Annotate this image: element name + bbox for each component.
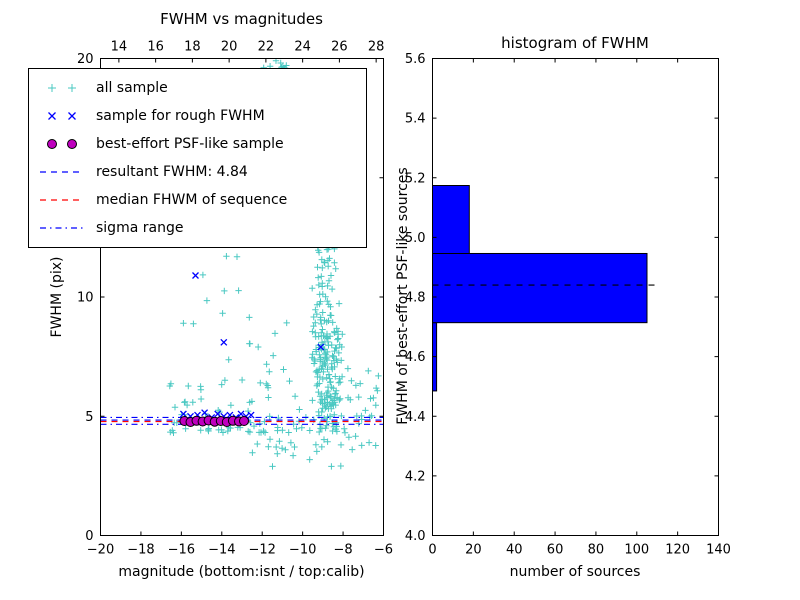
legend-item-sample-for-rough-fwhm: sample for rough FWHM: [37, 104, 358, 128]
left-top-xtick-label: 28: [368, 40, 385, 55]
circle-marker-icon: [47, 139, 77, 149]
right-ytick-label: 5.4: [405, 112, 426, 127]
left-ytick-label: 10: [77, 291, 94, 306]
left-plot-title: FWHM vs magnitudes: [160, 10, 323, 28]
plus-glyph: [68, 84, 76, 92]
right-xtick-label: 20: [465, 543, 482, 558]
left-plot-xlabel: magnitude (bottom:isnt / top:calib): [118, 564, 365, 580]
left-xtick-label: −12: [248, 543, 275, 558]
right-ytick-label: 4.0: [405, 529, 426, 544]
left-xtick-label: −20: [87, 543, 114, 558]
left-xtick-label: −18: [127, 543, 154, 558]
right-xtick-label: 140: [706, 543, 731, 558]
plus-glyph: [48, 84, 56, 92]
left-top-xtick-label: 20: [221, 40, 238, 55]
left-xtick-label: −6: [374, 543, 393, 558]
left-top-xtick-label: 18: [184, 40, 201, 55]
right-plot-title: histogram of FWHM: [501, 34, 649, 52]
right-xtick-label: 60: [547, 543, 564, 558]
legend-label: resultant FWHM: 4.84: [96, 164, 248, 180]
left-top-xtick-label: 26: [331, 40, 348, 55]
right-xtick-label: 40: [506, 543, 523, 558]
left-ytick-label: 0: [85, 529, 93, 544]
right-ytick-label: 4.2: [405, 469, 426, 484]
dashed-line-icon: [40, 199, 84, 201]
legend-item-resultant-fwhm-4-84: resultant FWHM: 4.84: [37, 160, 358, 184]
legend-item-best-effort-psf-like-sample: best-effort PSF-like sample: [37, 132, 358, 156]
legend-item-median-fhwm-of-sequence: median FHWM of sequence: [37, 188, 358, 212]
left-top-xtick-label: 14: [111, 40, 128, 55]
right-plot-xlabel: number of sources: [509, 564, 641, 580]
right-xtick-label: 0: [428, 543, 436, 558]
histogram-bar-2: [432, 185, 470, 255]
circle-glyph: [47, 139, 57, 149]
scatter-series-psf-sample: [179, 415, 249, 427]
psf-circle-marker: [239, 416, 249, 426]
legend-label: sigma range: [96, 220, 184, 236]
legend-label: all sample: [96, 80, 168, 96]
right-xtick-label: 100: [624, 543, 649, 558]
legend-item-all-sample: all sample: [37, 76, 358, 100]
right-xtick-label: 120: [665, 543, 690, 558]
legend: all sample sample for rough FWHM best-effo…: [28, 68, 367, 248]
right-ytick-label: 5.2: [405, 171, 426, 186]
left-ytick-label: 20: [77, 52, 94, 67]
legend-label: sample for rough FWHM: [96, 108, 265, 124]
legend-item-sigma-range: sigma range: [37, 216, 358, 240]
x-marker-icon: [48, 112, 76, 120]
right-ytick-label: 4.4: [405, 410, 426, 425]
x-glyph: [48, 112, 56, 120]
histogram-bar-1: [432, 252, 648, 324]
left-xtick-label: −14: [208, 543, 235, 558]
dashdot-line-icon: [40, 227, 84, 229]
right-ytick-label: 4.8: [405, 291, 426, 306]
x-glyph: [68, 112, 76, 120]
left-xtick-label: −10: [289, 543, 316, 558]
left-top-xtick-label: 22: [258, 40, 275, 55]
circle-glyph: [67, 139, 77, 149]
right-xtick-label: 80: [588, 543, 605, 558]
legend-label: median FHWM of sequence: [96, 192, 288, 208]
left-xtick-label: −16: [168, 543, 195, 558]
right-ytick-label: 5.0: [405, 231, 426, 246]
right-ytick-label: 5.6: [405, 52, 426, 67]
left-ytick-label: 5: [85, 410, 93, 425]
dashed-line-icon: [40, 171, 84, 173]
plus-marker-icon: [48, 84, 76, 92]
legend-label: best-effort PSF-like sample: [96, 136, 284, 152]
right-ytick-label: 4.6: [405, 350, 426, 365]
left-top-xtick-label: 24: [294, 40, 311, 55]
right-plot-ylabel-text: FWHM of best-effort PSF-like sources: [395, 167, 411, 425]
left-plot-ylabel-text: FWHM (pix): [49, 256, 65, 338]
left-xtick-label: −8: [333, 543, 352, 558]
left-top-xtick-label: 16: [147, 40, 164, 55]
